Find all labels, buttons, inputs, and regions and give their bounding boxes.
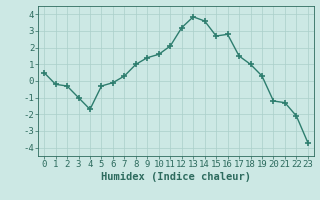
X-axis label: Humidex (Indice chaleur): Humidex (Indice chaleur) <box>101 172 251 182</box>
